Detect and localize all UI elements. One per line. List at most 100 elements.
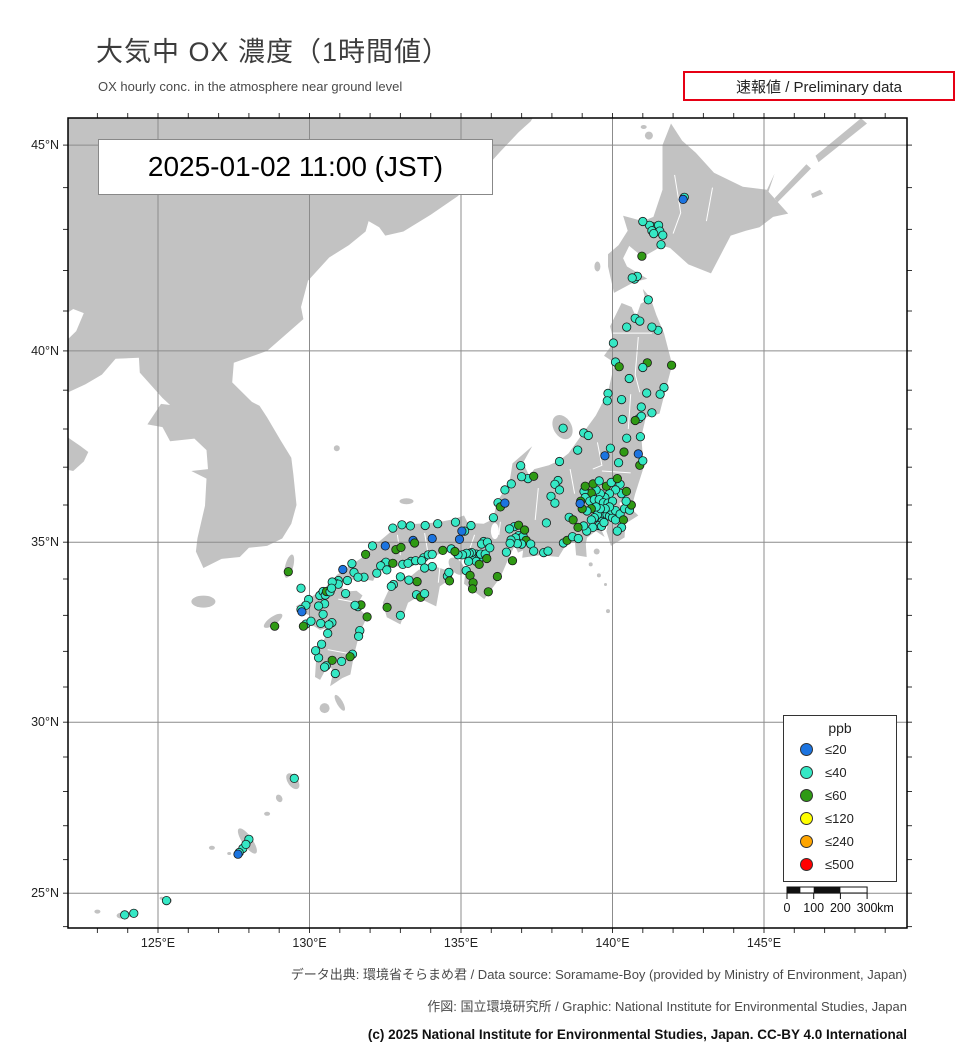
station-dot [573,445,583,455]
station-dot [380,541,390,551]
station-dot [433,519,443,529]
station-dot [488,513,498,523]
station-dot [427,533,437,544]
station-dot [270,621,280,631]
station-dot [613,458,624,468]
station-dot [454,534,465,544]
station-dot [404,575,414,585]
station-dot [289,773,299,784]
station-dot [161,895,172,906]
scale-bar-label: 200 [830,901,851,915]
lon-axis-label: 135°E [444,936,478,950]
landmass [774,164,811,203]
station-dot [382,602,392,612]
footer-data-source: データ出典: 環境省そらまめ君 / Data source: Soramame-… [290,967,907,982]
station-dot [649,229,659,239]
station-dot [658,230,668,240]
station-dot [666,360,677,370]
legend-item-label: ≤120 [825,811,854,826]
legend-item: ≤60 [784,784,896,807]
station-dot [474,559,484,569]
station-dot [129,908,139,918]
japan-map: 45°N 40°N 35°N 30°N 25°N 125°E 130°E 135°E 140°E… [31,113,912,950]
station-dot [543,546,553,556]
island [604,583,607,586]
station-dot [605,443,616,453]
legend-item-label: ≤20 [825,742,847,757]
station-dot [316,618,326,628]
station-dot [619,447,629,457]
prefecture-border [498,521,501,535]
station-dot [506,479,516,489]
timestamp-box: 2025-01-02 11:00 (JST) [98,139,493,195]
island [588,562,593,567]
station-dot [296,583,306,593]
station-dot [655,389,665,399]
landmass [815,118,867,163]
station-dot [450,517,461,527]
station-dot [420,520,430,531]
station-dot [501,547,511,557]
station-dot [516,472,527,482]
scale-bar-label: 100 [803,901,824,915]
scale-bar-unit: km [877,901,894,915]
station-dot [467,584,478,594]
footer-graphic-credit: 作図: 国立環境研究所 / Graphic: National Institut… [427,999,907,1014]
station-dot [659,382,669,393]
station-dot [372,568,382,578]
station-dot [656,240,666,250]
prefecture-border [601,470,631,474]
legend-title: ppb [828,720,852,736]
station-dot [638,362,648,373]
island [264,811,271,816]
station-dot [382,565,392,575]
station-dot [614,362,624,372]
legend-item-label: ≤40 [825,765,847,780]
lat-axis-label: 40°N [31,344,59,358]
station-dot [618,515,629,525]
station-dot [298,621,308,631]
station-dot [638,456,648,466]
map-canvas: 45°N 40°N 35°N 30°N 25°N 125°E 130°E 135°E 140°E… [31,113,912,950]
prefecture-border [592,442,603,470]
station-dot [573,533,583,544]
station-dot [642,388,652,398]
station-dot [419,563,430,573]
station-dot [397,520,407,530]
station-dot [457,526,467,536]
station-dot [643,295,653,305]
station-dot [550,498,560,508]
station-dot [612,473,622,484]
station-dot [647,408,657,418]
station-dot [482,553,492,564]
station-dot [500,485,510,495]
island [191,595,216,608]
prefecture-border [469,534,476,548]
station-dot [323,628,333,639]
station-dot [583,430,593,441]
island [319,703,330,714]
station-dot [616,394,627,405]
island [227,852,232,855]
station-dot [395,610,405,620]
lat-axis-label: 30°N [31,715,59,729]
timestamp-label: 2025-01-02 11:00 (JST) [147,151,444,182]
station-dot [347,558,357,569]
station-dot [314,601,324,611]
station-dot [353,572,363,582]
footer-copyright: (c) 2025 National Institute for Environm… [367,1027,907,1042]
lat-axis-label: 45°N [31,138,59,152]
station-dot [403,558,413,568]
station-dot [336,656,347,667]
station-dot [450,546,460,557]
scale-bar-label: 300 [857,901,878,915]
prefecture-border [534,488,539,520]
station-dot [438,545,448,555]
scale-bar: 0 100 200 300 km [784,886,894,915]
scale-bar-label: 0 [784,901,791,915]
station-dot [463,556,474,566]
station-dot [602,396,612,406]
station-dot [573,522,583,532]
station-dot [396,542,406,552]
